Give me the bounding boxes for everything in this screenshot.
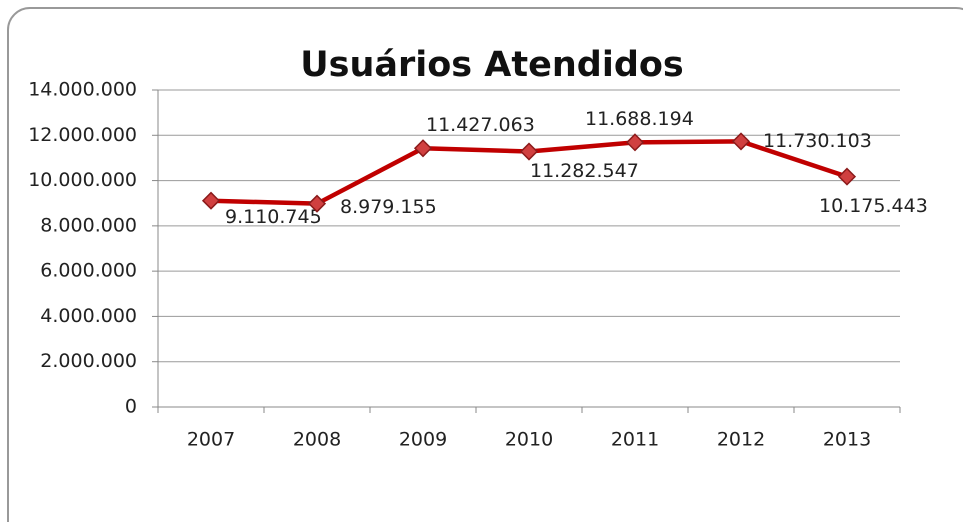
data-point	[307, 194, 327, 213]
data-point	[413, 139, 433, 158]
x-tick-label: 2013	[823, 429, 871, 451]
x-tick-label: 2009	[399, 429, 447, 451]
data-label: 9.110.745	[225, 206, 322, 228]
x-tick-label: 2011	[611, 429, 659, 451]
data-point	[731, 132, 751, 151]
y-tick-label: 12.000.000	[28, 124, 137, 146]
y-tick-label: 10.000.000	[28, 169, 137, 191]
data-label: 11.688.194	[585, 108, 694, 130]
data-point	[837, 167, 857, 186]
x-tick-label: 2008	[293, 429, 341, 451]
chart-title: Usuários Atendidos	[300, 45, 684, 85]
data-label: 11.282.547	[530, 160, 639, 182]
y-tick-label: 2.000.000	[40, 350, 137, 372]
data-point	[625, 133, 645, 152]
x-tick-label: 2007	[187, 429, 235, 451]
y-tick-label: 0	[125, 396, 137, 418]
y-tick-label: 6.000.000	[40, 260, 137, 282]
data-label: 8.979.155	[340, 196, 437, 218]
x-tick-label: 2012	[717, 429, 765, 451]
data-point	[519, 142, 539, 161]
data-label: 11.730.103	[763, 130, 872, 152]
y-tick-label: 8.000.000	[40, 214, 137, 236]
y-tick-label: 4.000.000	[40, 305, 137, 327]
data-point	[201, 191, 221, 210]
frame	[7, 7, 963, 522]
y-tick-label: 14.000.000	[28, 79, 137, 101]
data-label: 10.175.443	[819, 195, 928, 217]
x-tick-label: 2010	[505, 429, 553, 451]
data-label: 11.427.063	[426, 114, 535, 136]
